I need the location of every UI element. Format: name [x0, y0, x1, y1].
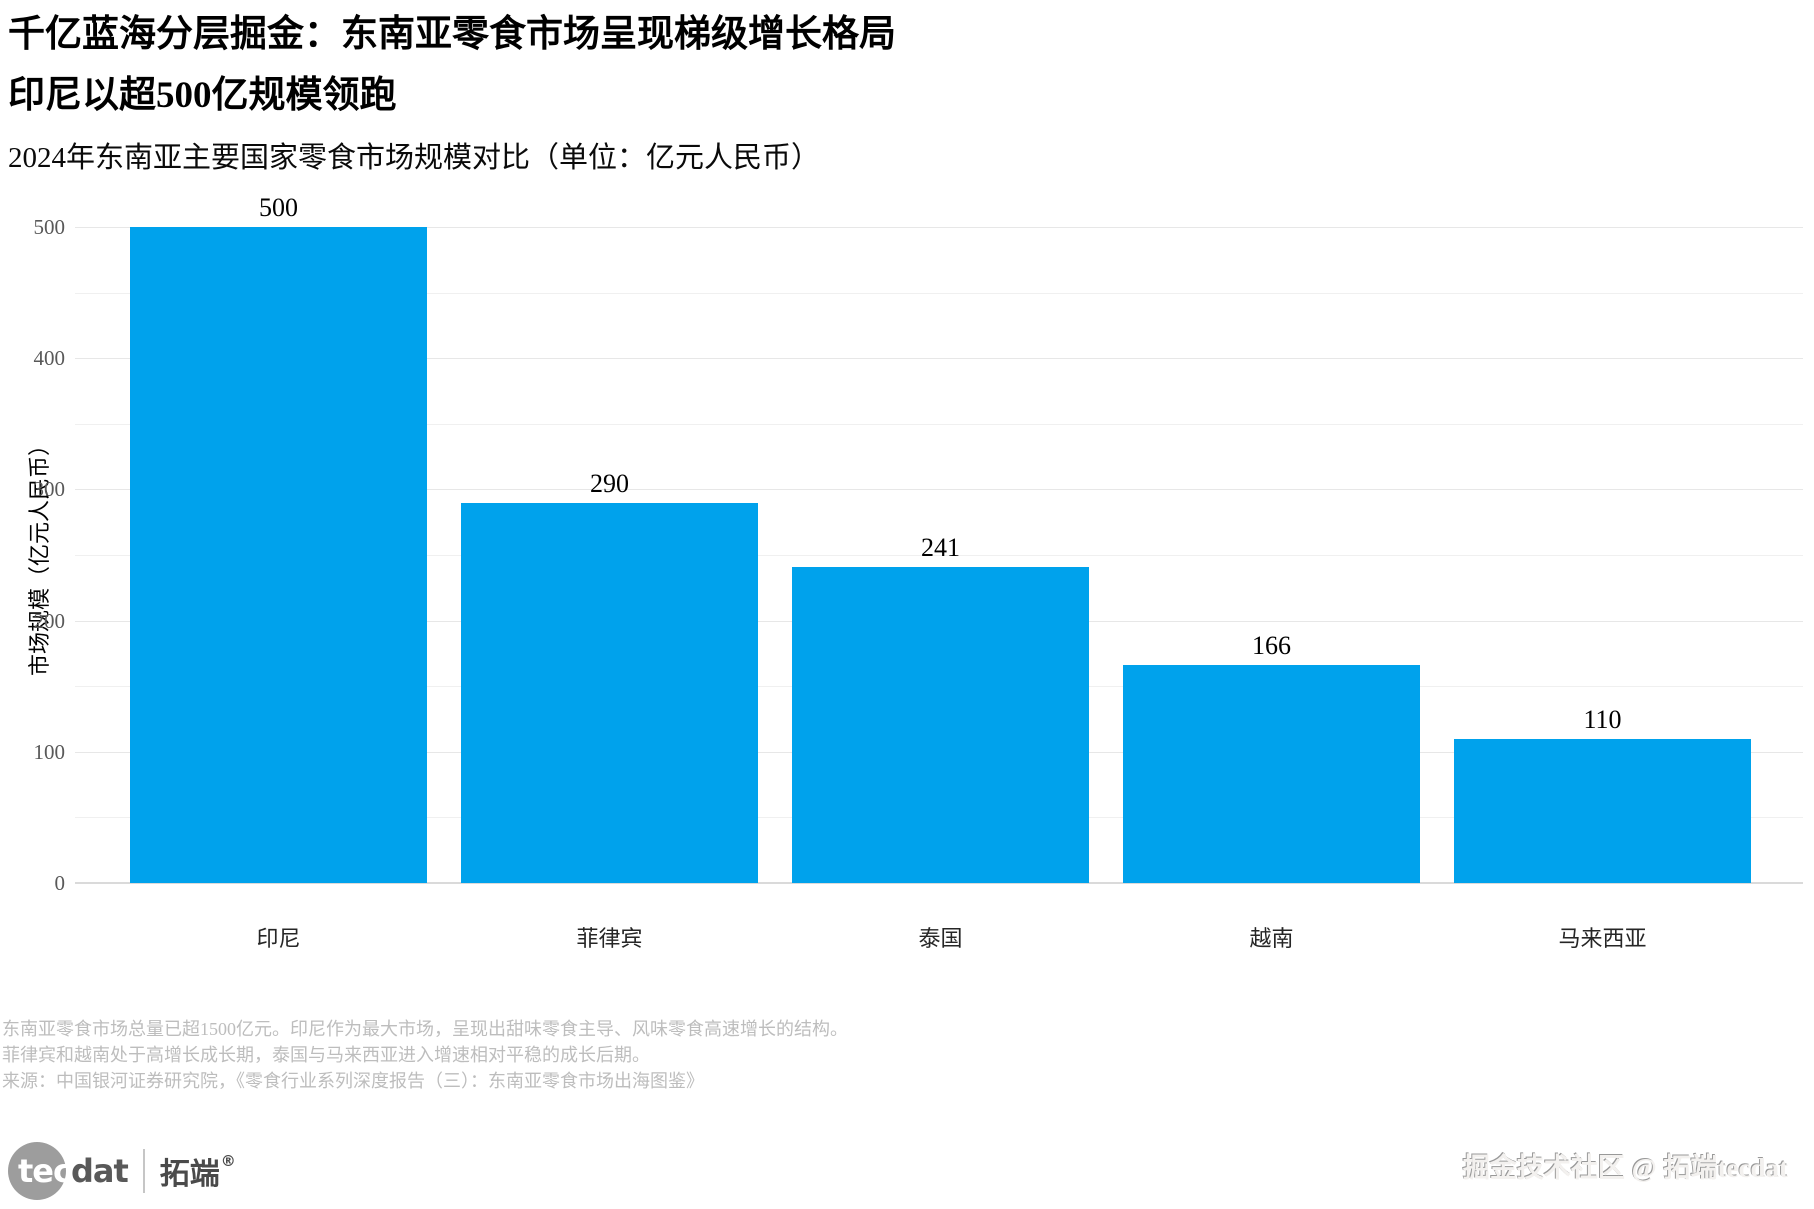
- bar-value-label-越南: 166: [1252, 631, 1291, 661]
- logo-text-tec: tec: [18, 1152, 72, 1190]
- tecdat-logo: tec dat 拓端 ®: [8, 1142, 236, 1200]
- footnote-line-1: 东南亚零食市场总量已超1500亿元。印尼作为最大市场，呈现出甜味零食主导、风味零…: [2, 1019, 848, 1039]
- y-tick-label-400: 400: [33, 346, 66, 371]
- footnote-line-2: 菲律宾和越南处于高增长成长期，泰国与马来西亚进入增速相对平稳的成长后期。: [2, 1045, 650, 1065]
- gridline-400: [75, 358, 1803, 360]
- footnote-source: 来源：中国银河证券研究院，《零食行业系列深度报告（三）：东南亚零食市场出海图鉴》: [2, 1071, 704, 1091]
- x-tick-label-印尼: 印尼: [256, 926, 301, 951]
- x-tick-label-菲律宾: 菲律宾: [576, 926, 643, 951]
- gridline-500: [75, 227, 1803, 228]
- watermark: 掘金技术社区 @ 拓端tecdat: [1462, 1153, 1788, 1183]
- bar-越南: [1123, 665, 1420, 883]
- bar-菲律宾: [461, 502, 758, 883]
- bar-chart-plot-area: 0 100 200 300 400 500 500 印尼 290 菲律宾 241 泰国 166 越南 110…: [34, 193, 1803, 951]
- logo-text-dat: dat: [70, 1152, 129, 1190]
- bar-value-label-菲律宾: 290: [590, 468, 629, 498]
- gridline-250: [75, 555, 1803, 556]
- logo-brand-name: 拓端: [159, 1157, 220, 1192]
- bar-value-label-马来西亚: 110: [1583, 704, 1622, 734]
- header: 千亿蓝海分层掘金：东南亚零食市场呈现梯级增长格局 印尼以超500亿规模领跑 20…: [8, 4, 896, 178]
- x-tick-label-马来西亚: 马来西亚: [1558, 926, 1647, 951]
- gridline-350: [75, 423, 1803, 425]
- y-tick-label-500: 500: [33, 215, 66, 239]
- x-tick-label-泰国: 泰国: [918, 926, 963, 951]
- bar-印尼: [130, 227, 427, 883]
- bar-马来西亚: [1454, 738, 1751, 883]
- registered-trademark-icon: ®: [220, 1152, 236, 1170]
- x-tick-label-越南: 越南: [1249, 926, 1294, 951]
- footnotes: 东南亚零食市场总量已超1500亿元。印尼作为最大市场，呈现出甜味零食主导、风味零…: [2, 1016, 848, 1094]
- bar-value-label-泰国: 241: [921, 532, 960, 562]
- gridline-300: [75, 489, 1803, 491]
- bar-泰国: [792, 566, 1089, 883]
- chart-subtitle: 2024年东南亚主要国家零食市场规模对比（单位：亿元人民币）: [8, 142, 821, 174]
- y-tick-label-200: 200: [33, 608, 66, 633]
- gridline-450: [75, 292, 1803, 294]
- title-line-2: 印尼以超500亿规模领跑: [8, 75, 397, 116]
- y-tick-label-100: 100: [33, 739, 66, 764]
- logo-divider: [142, 1149, 145, 1193]
- bar-value-label-印尼: 500: [259, 193, 298, 222]
- tecdat-logo-circle-icon: [8, 1142, 66, 1200]
- y-tick-label-300: 300: [33, 477, 66, 502]
- title-line-1: 千亿蓝海分层掘金：东南亚零食市场呈现梯级增长格局: [8, 14, 896, 55]
- y-axis-title: 市场规模（亿元人民币）: [27, 434, 52, 677]
- gridline-0: [75, 882, 1803, 884]
- y-tick-label-0: 0: [54, 871, 66, 895]
